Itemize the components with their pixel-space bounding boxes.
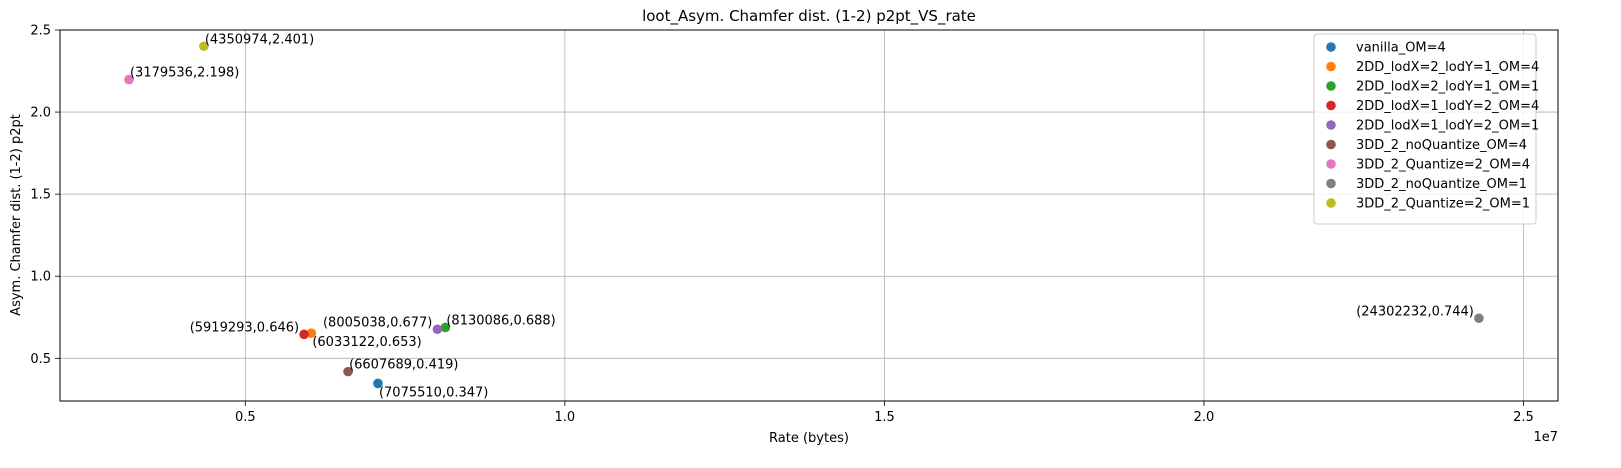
legend-entry-label: 3DD_2_Quantize=2_OM=1 xyxy=(1356,197,1530,212)
legend: vanilla_OM=4 2DD_lodX=2_lodY=1_OM=4 2DD_lo… xyxy=(1313,33,1539,225)
legend-marker xyxy=(1326,100,1336,111)
data-point xyxy=(306,328,317,339)
data-point-label: (5919293,0.646) xyxy=(190,320,299,335)
data-point-label: (3179536,2.198) xyxy=(130,66,239,81)
data-point xyxy=(432,324,443,335)
legend-entry-label: 2DD_lodX=2_lodY=1_OM=1 xyxy=(1356,80,1539,95)
data-point xyxy=(1474,313,1484,324)
data-point-label: (8005038,0.677) xyxy=(323,315,432,330)
y-tick-label: 1.0 xyxy=(30,270,51,285)
legend-marker xyxy=(1326,120,1336,130)
data-point-label: (8130086,0.688) xyxy=(446,313,555,328)
axis-ticks: 0.5 1.0 1.5 2.0 2.5 0.5 1.0 1.5 2.0 2.5 xyxy=(30,24,1534,426)
x-tick-label: 1.0 xyxy=(555,410,576,425)
legend-entry-label: 3DD_2_noQuantize_OM=4 xyxy=(1356,138,1527,153)
data-point xyxy=(373,378,383,389)
legend-entry-label: 3DD_2_Quantize=2_OM=4 xyxy=(1356,158,1530,173)
data-point xyxy=(440,322,451,333)
legend-entry-label: 2DD_lodX=1_lodY=2_OM=4 xyxy=(1356,99,1539,114)
x-tick-label: 0.5 xyxy=(235,410,256,425)
data-point-label: (7075510,0.347) xyxy=(379,385,488,400)
data-point xyxy=(199,41,209,52)
data-point-label: (24302232,0.744) xyxy=(1356,304,1474,319)
y-tick-label: 2.5 xyxy=(30,24,51,39)
y-tick-label: 2.0 xyxy=(30,106,51,121)
plot-area-frame xyxy=(59,29,1559,402)
data-points xyxy=(124,41,1484,389)
legend-marker xyxy=(1326,139,1336,150)
x-tick-label: 1.5 xyxy=(874,410,895,425)
data-point xyxy=(343,366,353,377)
y-axis-label: Asym. Chamfer dist. (1-2) p2pt xyxy=(9,114,24,316)
legend-entry-label: 3DD_2_noQuantize_OM=1 xyxy=(1356,177,1527,192)
chart-title: loot_Asym. Chamfer dist. (1-2) p2pt_VS_r… xyxy=(642,7,976,26)
data-labels: (7075510,0.347) (6033122,0.653) (8130086,0… xyxy=(130,32,1474,400)
x-tick-label: 2.5 xyxy=(1513,410,1534,425)
legend-entry-label: 2DD_lodX=1_lodY=2_OM=1 xyxy=(1356,119,1539,134)
legend-entry-label: 2DD_lodX=2_lodY=1_OM=4 xyxy=(1356,60,1539,75)
data-point-label: (4350974,2.401) xyxy=(205,32,314,47)
y-tick-label: 0.5 xyxy=(30,352,51,367)
x-tick-label: 2.0 xyxy=(1194,410,1215,425)
legend-marker xyxy=(1326,61,1336,72)
x-axis-label: Rate (bytes) xyxy=(769,431,849,446)
data-point xyxy=(124,74,134,85)
data-point xyxy=(299,329,309,340)
legend-marker xyxy=(1326,42,1336,52)
y-tick-label: 1.5 xyxy=(30,188,51,203)
data-point-label: (6607689,0.419) xyxy=(349,358,458,373)
x-axis-offset-label: 1e7 xyxy=(1533,430,1558,445)
legend-frame xyxy=(1313,33,1537,225)
data-point-label: (6033122,0.653) xyxy=(312,335,421,350)
legend-marker xyxy=(1326,178,1336,189)
legend-entry-label: vanilla_OM=4 xyxy=(1356,41,1446,56)
legend-marker xyxy=(1326,81,1336,91)
legend-marker xyxy=(1326,198,1336,208)
legend-marker xyxy=(1326,159,1336,169)
